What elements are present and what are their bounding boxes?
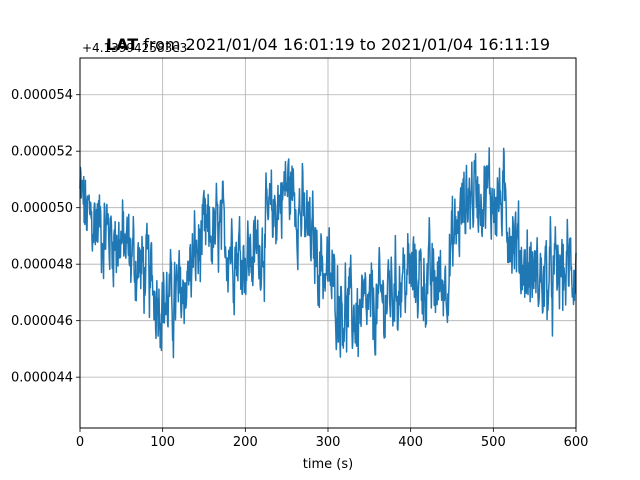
y-tick-label: 0.000048 bbox=[11, 258, 73, 273]
x-tick-label: 300 bbox=[316, 435, 341, 450]
x-axis-label: time (s) bbox=[303, 457, 353, 472]
x-tick-label: 200 bbox=[233, 435, 258, 450]
y-tick-label: 0.000050 bbox=[11, 201, 73, 216]
y-axis: 0.000044 0.000046 0.000048 0.000050 0.000052… bbox=[11, 88, 80, 386]
y-tick-label: 0.000054 bbox=[11, 88, 73, 103]
y-offset-label: +4.139942583e3 bbox=[82, 41, 187, 55]
x-tick-label: 100 bbox=[150, 435, 175, 450]
y-tick-label: 0.000052 bbox=[11, 145, 73, 160]
x-axis: 0 100 200 300 400 500 600 bbox=[76, 428, 589, 450]
y-tick-label: 0.000044 bbox=[11, 371, 73, 386]
series-line bbox=[79, 147, 577, 359]
x-tick-label: 600 bbox=[564, 435, 589, 450]
chart-title: LAT from 2021/01/04 16:01:19 to 2021/01/… bbox=[106, 35, 550, 54]
plot-area bbox=[79, 147, 577, 359]
y-tick-label: 0.000046 bbox=[11, 314, 73, 329]
x-tick-label: 500 bbox=[481, 435, 506, 450]
title-variable: LAT bbox=[106, 35, 138, 54]
x-tick-label: 0 bbox=[76, 435, 84, 450]
x-tick-label: 400 bbox=[398, 435, 423, 450]
title-range: from 2021/01/04 16:01:19 to 2021/01/04 1… bbox=[138, 35, 550, 54]
